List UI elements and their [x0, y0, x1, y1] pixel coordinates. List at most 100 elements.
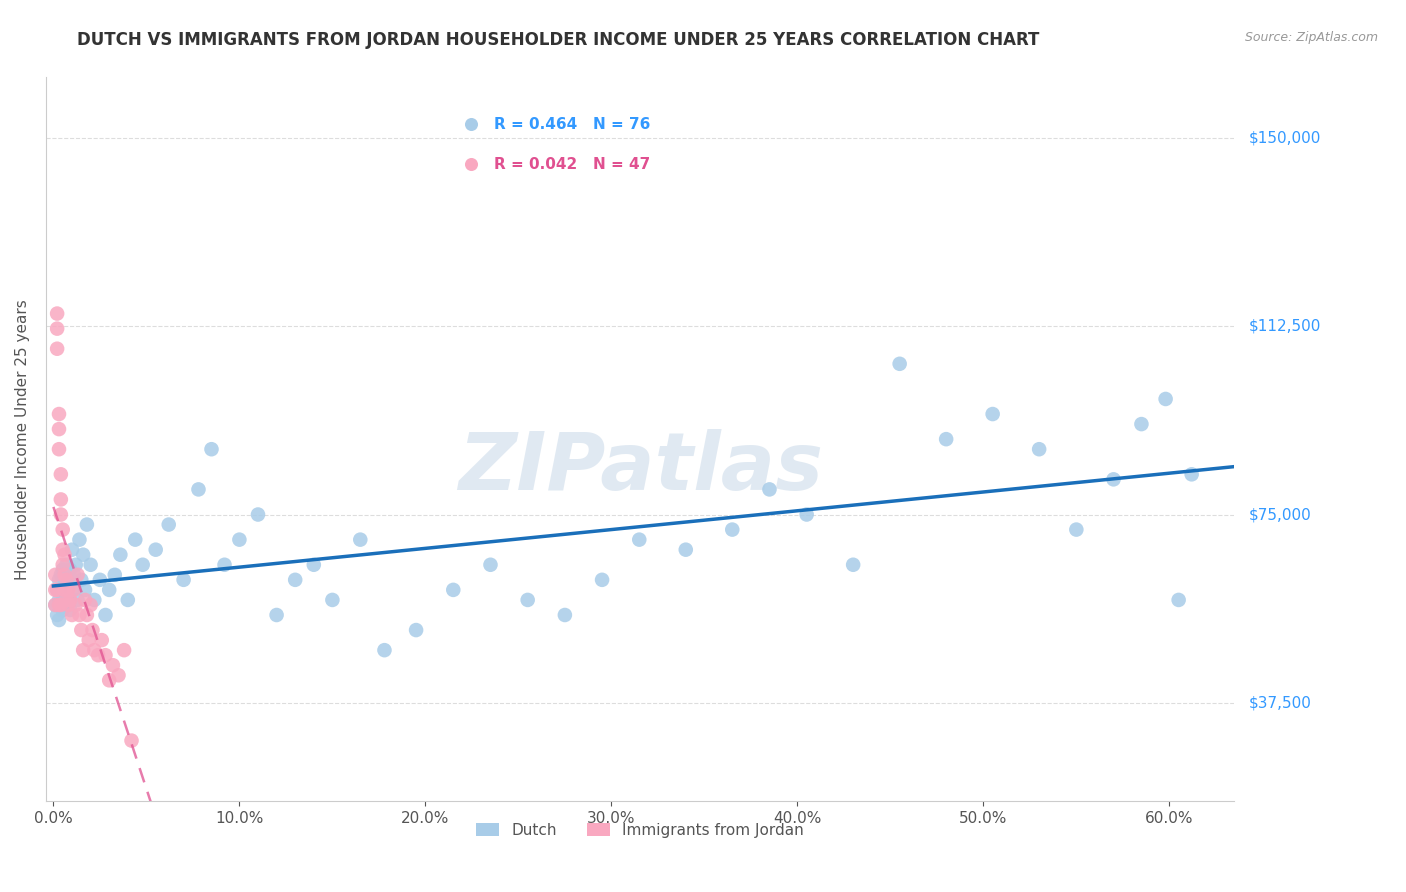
- Point: [94, 648, 117, 663]
- Point: [55, 558, 77, 572]
- Point: [63, 567, 86, 582]
- Point: [60, 607, 83, 622]
- Point: [79, 598, 101, 612]
- Point: [89, 573, 111, 587]
- Point: [1028, 442, 1050, 457]
- Point: [321, 593, 343, 607]
- Point: [157, 517, 180, 532]
- Point: [59, 593, 82, 607]
- Text: $150,000: $150,000: [1249, 130, 1320, 145]
- Point: [60, 542, 83, 557]
- Point: [73, 593, 96, 607]
- Point: [1181, 467, 1204, 482]
- Point: [48, 422, 70, 436]
- Point: [59, 563, 82, 577]
- Point: [200, 442, 222, 457]
- Y-axis label: Householder Income Under 25 years: Householder Income Under 25 years: [15, 299, 30, 580]
- Point: [65, 558, 87, 572]
- Point: [981, 407, 1004, 421]
- Point: [53, 567, 76, 582]
- Point: [49, 492, 72, 507]
- Point: [49, 567, 72, 582]
- Point: [628, 533, 651, 547]
- Point: [94, 607, 117, 622]
- Point: [49, 467, 72, 482]
- Text: $112,500: $112,500: [1249, 318, 1320, 334]
- Point: [52, 603, 75, 617]
- Point: [48, 593, 70, 607]
- Point: [55, 598, 77, 612]
- Point: [110, 548, 132, 562]
- Point: [49, 598, 72, 612]
- Point: [721, 523, 744, 537]
- Point: [65, 598, 87, 612]
- Point: [48, 598, 70, 612]
- Point: [49, 598, 72, 612]
- Text: $37,500: $37,500: [1249, 696, 1312, 710]
- Point: [53, 582, 76, 597]
- Point: [53, 548, 76, 562]
- Point: [44, 582, 66, 597]
- Point: [76, 607, 98, 622]
- Point: [1130, 417, 1153, 431]
- Point: [49, 508, 72, 522]
- Point: [1066, 523, 1088, 537]
- Point: [124, 533, 146, 547]
- Point: [441, 582, 464, 597]
- Point: [87, 648, 110, 663]
- Point: [46, 582, 69, 597]
- Point: [228, 533, 250, 547]
- Point: [46, 582, 69, 597]
- Point: [121, 733, 143, 747]
- Point: [1167, 593, 1189, 607]
- Point: [214, 558, 236, 572]
- Point: [44, 598, 66, 612]
- Point: [48, 613, 70, 627]
- Point: [79, 558, 101, 572]
- Point: [83, 593, 105, 607]
- Point: [479, 558, 502, 572]
- Point: [58, 598, 80, 612]
- Point: [46, 342, 69, 356]
- Point: [284, 573, 307, 587]
- Point: [52, 563, 75, 577]
- Point: [70, 573, 93, 587]
- Point: [52, 593, 75, 607]
- Legend: Dutch, Immigrants from Jordan: Dutch, Immigrants from Jordan: [470, 816, 810, 844]
- Point: [44, 598, 66, 612]
- Point: [104, 567, 127, 582]
- Point: [70, 623, 93, 637]
- Point: [55, 593, 77, 607]
- Point: [55, 573, 77, 587]
- Point: [935, 432, 957, 446]
- Point: [48, 442, 70, 457]
- Point: [373, 643, 395, 657]
- Point: [796, 508, 818, 522]
- Point: [842, 558, 865, 572]
- Point: [52, 542, 75, 557]
- Point: [63, 582, 86, 597]
- Point: [302, 558, 325, 572]
- Point: [90, 633, 112, 648]
- Point: [82, 623, 104, 637]
- Point: [46, 607, 69, 622]
- Point: [52, 558, 75, 572]
- Point: [59, 603, 82, 617]
- Text: Source: ZipAtlas.com: Source: ZipAtlas.com: [1244, 31, 1378, 45]
- Point: [112, 643, 135, 657]
- Point: [83, 643, 105, 657]
- Point: [58, 582, 80, 597]
- Point: [145, 542, 167, 557]
- Point: [60, 582, 83, 597]
- Point: [349, 533, 371, 547]
- Point: [76, 517, 98, 532]
- Point: [758, 483, 780, 497]
- Point: [405, 623, 427, 637]
- Point: [1154, 392, 1177, 406]
- Point: [46, 321, 69, 335]
- Text: DUTCH VS IMMIGRANTS FROM JORDAN HOUSEHOLDER INCOME UNDER 25 YEARS CORRELATION CH: DUTCH VS IMMIGRANTS FROM JORDAN HOUSEHOL…: [77, 31, 1039, 49]
- Text: $75,000: $75,000: [1249, 507, 1310, 522]
- Point: [44, 567, 66, 582]
- Point: [48, 573, 70, 587]
- Point: [187, 483, 209, 497]
